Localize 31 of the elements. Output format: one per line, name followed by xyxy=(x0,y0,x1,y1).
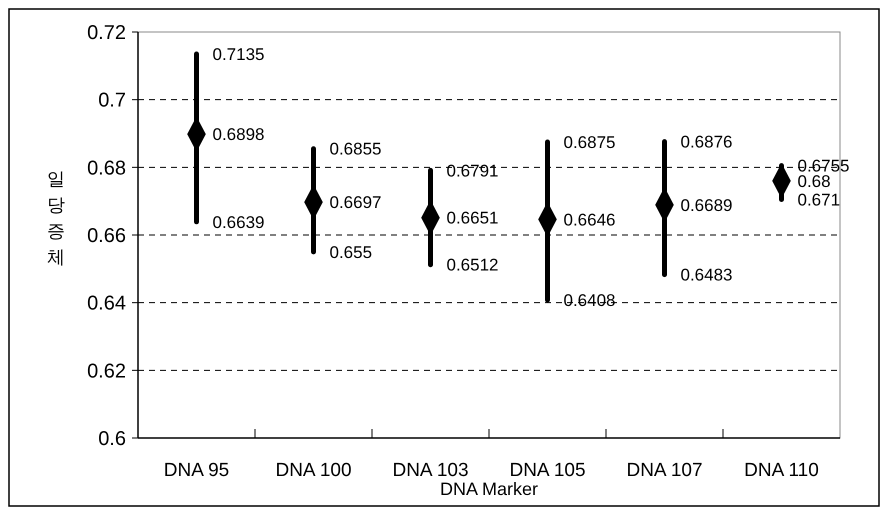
x-tick-label: DNA 100 xyxy=(275,460,352,481)
y-tick-label: 0.6 xyxy=(98,428,126,450)
y-tick-label: 0.64 xyxy=(87,292,126,315)
annotation: 0.7135 xyxy=(212,44,264,64)
data-label: 0.6646 xyxy=(564,210,616,230)
data-label: 0.6697 xyxy=(330,193,382,212)
annotation: 0.6483 xyxy=(680,266,732,285)
annotation: 0.6791 xyxy=(446,161,498,180)
annotation: 0.6408 xyxy=(564,290,616,310)
y-tick-label: 0.7 xyxy=(98,90,126,112)
y-tick-label: 0.72 xyxy=(87,22,126,44)
x-tick-label: DNA 95 xyxy=(164,460,230,481)
x-tick-label: DNA 110 xyxy=(744,460,819,481)
y-tick-label: 0.68 xyxy=(87,157,126,180)
y-tick-label: 0.66 xyxy=(87,225,126,247)
annotation: 0.655 xyxy=(330,242,372,262)
annotation: 0.6855 xyxy=(330,140,382,159)
data-label: 0.6898 xyxy=(212,125,264,144)
data-label: 0.6689 xyxy=(680,196,732,215)
x-tick-label: DNA 105 xyxy=(509,460,586,481)
annotation: 0.6875 xyxy=(564,132,616,152)
x-axis-title: DNA Marker xyxy=(440,479,538,499)
annotation: 0.6639 xyxy=(212,212,264,232)
annotation: 0.671 xyxy=(798,190,840,210)
x-tick-label: DNA 107 xyxy=(626,460,703,481)
x-tick-label: DNA 103 xyxy=(392,460,469,481)
y-axis-title: 일당증체 xyxy=(47,169,65,267)
data-label: 0.6651 xyxy=(446,208,498,228)
y-tick-label: 0.62 xyxy=(87,360,126,382)
annotation: 0.6512 xyxy=(446,256,498,275)
annotation: 0.6876 xyxy=(680,132,732,152)
